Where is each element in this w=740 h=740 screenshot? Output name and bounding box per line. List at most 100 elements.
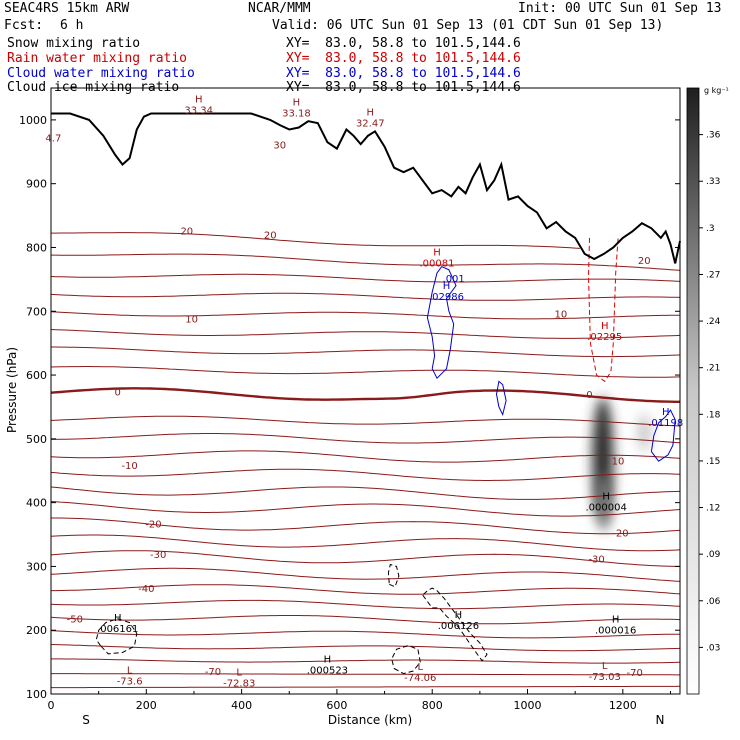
isotherm bbox=[50, 329, 681, 339]
rain-max-label: .00081 bbox=[419, 259, 454, 270]
temperature-label-marker: L bbox=[418, 662, 424, 673]
temperature-label: 10 bbox=[185, 315, 198, 326]
temperature-label: -73.03 bbox=[589, 672, 621, 683]
snow-shading bbox=[637, 413, 651, 452]
y-axis-label: Pressure (hPa) bbox=[5, 347, 19, 433]
y-tick-label: 1000 bbox=[19, 114, 47, 127]
temperature-label: 20 bbox=[638, 256, 651, 267]
isotherm bbox=[50, 468, 681, 481]
surface-temp-max-marker: H bbox=[293, 98, 301, 109]
surface-temp-max-marker: H bbox=[195, 95, 203, 106]
south-label: S bbox=[82, 713, 90, 727]
cloud-water-label-marker: H bbox=[443, 281, 451, 292]
freezing-isotherm bbox=[50, 387, 680, 403]
terrain-line bbox=[51, 112, 681, 264]
temperature-label: 10 bbox=[612, 456, 625, 467]
field-cloudwater-name: Cloud water mixing ratio bbox=[7, 66, 195, 81]
temperature-label: -20 bbox=[145, 520, 161, 531]
colorbar-tick-label: .21 bbox=[706, 364, 720, 374]
x-tick-label: 400 bbox=[231, 699, 252, 712]
temperature-label: -72.83 bbox=[223, 678, 255, 689]
x-tick-label: 600 bbox=[326, 699, 347, 712]
y-tick-label: 400 bbox=[26, 497, 47, 510]
temperature-label: -70 bbox=[205, 667, 221, 678]
temperature-label-marker: L bbox=[127, 665, 133, 676]
field-snow-xy: XY= 83.0, 58.8 to 101.5,144.6 bbox=[286, 36, 521, 51]
isotherm bbox=[51, 584, 681, 595]
colorbar-tick-label: .09 bbox=[706, 550, 721, 560]
snow-max-label-marker: H bbox=[602, 491, 610, 502]
temperature-label: -10 bbox=[121, 461, 137, 472]
field-snow-name: Snow mixing ratio bbox=[7, 36, 141, 51]
snow-max-label-marker: H bbox=[114, 613, 122, 624]
isotherm bbox=[50, 311, 680, 320]
colorbar-tick-label: .33 bbox=[706, 177, 720, 187]
surface-temp-max: 32.47 bbox=[356, 118, 385, 129]
isotherm bbox=[51, 346, 681, 358]
snow-max-label-marker: H bbox=[455, 610, 463, 621]
init-time: Init: 00 UTC Sun 01 Sep 13 bbox=[518, 1, 722, 16]
snow-max-label: .000004 bbox=[585, 502, 626, 513]
isotherm bbox=[51, 658, 681, 664]
snow-max-label-marker: H bbox=[612, 614, 620, 625]
isotherm bbox=[50, 630, 680, 639]
isotherm bbox=[50, 366, 681, 378]
isotherm bbox=[50, 292, 681, 301]
temperature-label: -20 bbox=[612, 528, 628, 539]
isotherm bbox=[51, 232, 580, 249]
snow-max-label-marker: H bbox=[324, 655, 332, 666]
valid-time: Valid: 06 UTC Sun 01 Sep 13 (01 CDT Sun … bbox=[272, 18, 664, 33]
colorbar-tick-label: .18 bbox=[706, 410, 721, 420]
cloud-water-contour bbox=[426, 265, 457, 380]
temperature-label: 0 bbox=[115, 387, 121, 398]
surface-temp-max-marker: H bbox=[366, 107, 374, 118]
field-cloudwater-xy: XY= 83.0, 58.8 to 101.5,144.6 bbox=[286, 66, 521, 81]
x-tick-label: 800 bbox=[422, 699, 443, 712]
temperature-label: 20 bbox=[264, 231, 277, 242]
temperature-label: -50 bbox=[67, 615, 83, 626]
colorbar-tick-label: .27 bbox=[706, 270, 720, 280]
isotherm bbox=[50, 644, 681, 652]
colorbar-tick-label: .24 bbox=[706, 317, 721, 327]
y-tick-label: 300 bbox=[26, 560, 47, 573]
colorbar-scale bbox=[686, 87, 700, 695]
cloud-water-label: .01198 bbox=[648, 418, 683, 429]
isotherm bbox=[51, 685, 681, 689]
isotherm bbox=[50, 567, 681, 582]
temperature-label: 0 bbox=[586, 390, 592, 401]
model-title: SEAC4RS 15km ARW bbox=[4, 1, 130, 16]
temperature-label: 4.7 bbox=[45, 134, 61, 145]
snow-max-label: .006161 bbox=[97, 624, 138, 635]
isotherm bbox=[51, 673, 680, 676]
fcst-value: 6 h bbox=[60, 18, 84, 33]
cloud-water-label-marker: H bbox=[662, 407, 670, 418]
y-tick-label: 800 bbox=[26, 241, 47, 254]
surface-temp-max: 33.18 bbox=[282, 109, 311, 120]
surface-temp-max: 33.34 bbox=[184, 106, 213, 117]
plot-frame bbox=[50, 87, 681, 695]
field-rain-name: Rain water mixing ratio bbox=[7, 51, 188, 66]
temperature-label: 10 bbox=[555, 310, 568, 321]
colorbar-unit: g kg⁻¹ bbox=[704, 86, 729, 95]
isotherm bbox=[51, 433, 681, 444]
x-axis-label: Distance (km) bbox=[328, 713, 412, 727]
y-tick-label: 500 bbox=[26, 433, 47, 446]
isotherm bbox=[50, 615, 681, 625]
isotherm bbox=[50, 599, 681, 610]
colorbar-tick-label: .06 bbox=[706, 597, 721, 607]
y-tick-label: 900 bbox=[26, 178, 47, 191]
fcst-label: Fcst: bbox=[4, 18, 44, 33]
temperature-label: -40 bbox=[138, 584, 154, 595]
north-label: N bbox=[656, 713, 665, 727]
snow-contour bbox=[95, 618, 138, 655]
isotherm bbox=[50, 501, 681, 517]
x-tick-label: 1000 bbox=[514, 699, 542, 712]
isotherm bbox=[51, 253, 681, 271]
snow-max-label: .000523 bbox=[307, 666, 348, 677]
y-tick-label: 100 bbox=[26, 688, 47, 701]
x-tick-label: 0 bbox=[48, 699, 55, 712]
temperature-label-marker: L bbox=[236, 667, 242, 678]
rain-max-label-marker: H bbox=[601, 321, 609, 332]
isotherm bbox=[50, 486, 681, 500]
